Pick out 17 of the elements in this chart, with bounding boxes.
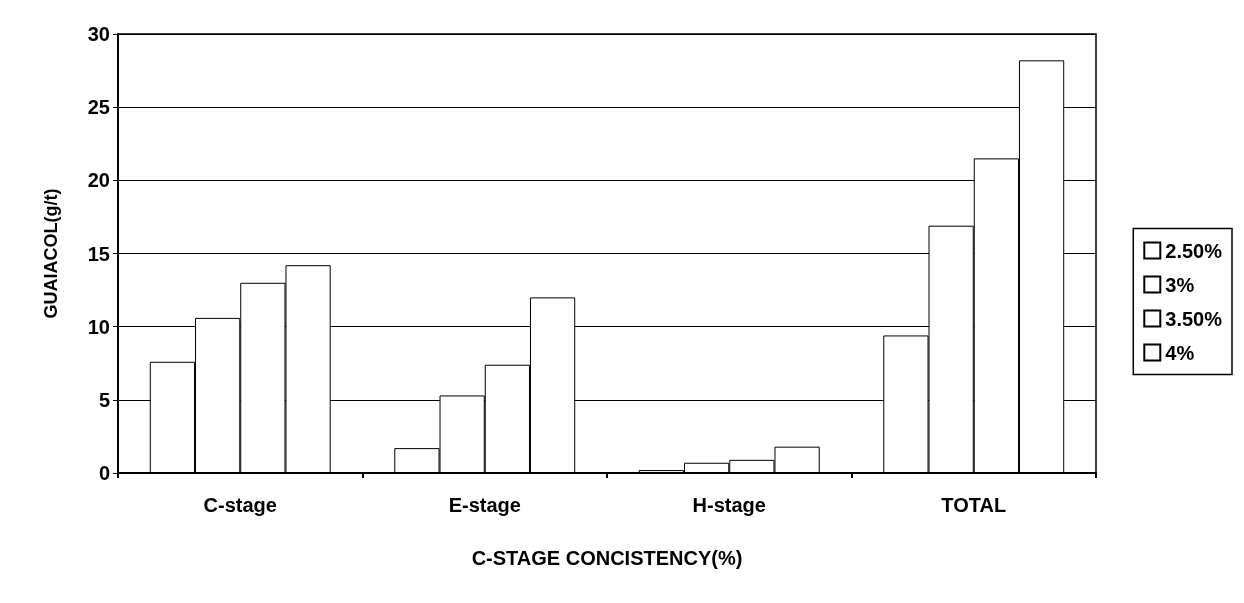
x-tick-label: H-stage: [692, 494, 766, 516]
legend-label: 3%: [1165, 273, 1195, 296]
x-tick-label: TOTAL: [941, 494, 1007, 516]
y-axis-title: GUAIACOL(g/t): [41, 188, 61, 319]
y-tick-label: 25: [87, 96, 110, 119]
x-tick-label: E-stage: [448, 494, 521, 516]
x-axis-title: C-STAGE CONCISTENCY(%): [471, 547, 743, 569]
y-tick-label: 30: [87, 23, 110, 45]
legend-label: 3.50%: [1165, 307, 1223, 330]
x-tick-label: C-stage: [203, 494, 277, 516]
legend-label: 4%: [1165, 341, 1195, 364]
y-tick-label: 15: [87, 242, 110, 265]
y-tick-label: 5: [98, 388, 110, 411]
y-tick-label: 0: [98, 462, 110, 484]
legend-label: 2.50%: [1165, 239, 1223, 262]
y-tick-label: 20: [87, 169, 110, 192]
y-tick-label: 10: [87, 315, 110, 338]
